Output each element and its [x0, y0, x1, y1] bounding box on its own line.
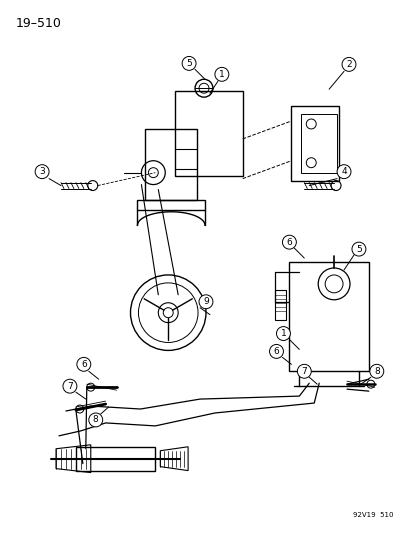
- Bar: [291, 106, 338, 181]
- Text: 2: 2: [345, 60, 351, 69]
- Circle shape: [198, 295, 212, 309]
- Circle shape: [63, 379, 77, 393]
- Circle shape: [276, 327, 290, 341]
- Circle shape: [269, 344, 283, 358]
- Text: 6: 6: [286, 238, 292, 247]
- Text: 5: 5: [355, 245, 361, 254]
- Circle shape: [341, 58, 355, 71]
- Bar: [76, 447, 155, 471]
- Circle shape: [77, 357, 91, 372]
- Text: 8: 8: [373, 367, 379, 376]
- Circle shape: [35, 165, 49, 179]
- Bar: [289, 262, 368, 372]
- Circle shape: [296, 365, 311, 378]
- Circle shape: [351, 242, 365, 256]
- Bar: [145, 129, 196, 200]
- Text: 5: 5: [186, 59, 192, 68]
- Circle shape: [369, 365, 383, 378]
- Text: 8: 8: [93, 415, 98, 424]
- Circle shape: [182, 56, 196, 70]
- Text: 1: 1: [218, 70, 224, 79]
- Circle shape: [336, 165, 350, 179]
- Circle shape: [89, 413, 102, 427]
- Text: 19–510: 19–510: [15, 17, 61, 30]
- Text: 4: 4: [340, 167, 346, 176]
- Text: 92V19  510: 92V19 510: [352, 512, 393, 518]
- Bar: [301, 114, 336, 173]
- Text: 1: 1: [280, 329, 286, 338]
- Text: 7: 7: [67, 382, 72, 391]
- Circle shape: [282, 235, 296, 249]
- Text: 6: 6: [273, 347, 279, 356]
- Text: 3: 3: [39, 167, 45, 176]
- Bar: [175, 91, 242, 176]
- Text: 6: 6: [81, 360, 87, 369]
- Text: 9: 9: [202, 297, 208, 306]
- Circle shape: [214, 67, 228, 81]
- Bar: [274, 290, 286, 320]
- Text: 7: 7: [301, 367, 307, 376]
